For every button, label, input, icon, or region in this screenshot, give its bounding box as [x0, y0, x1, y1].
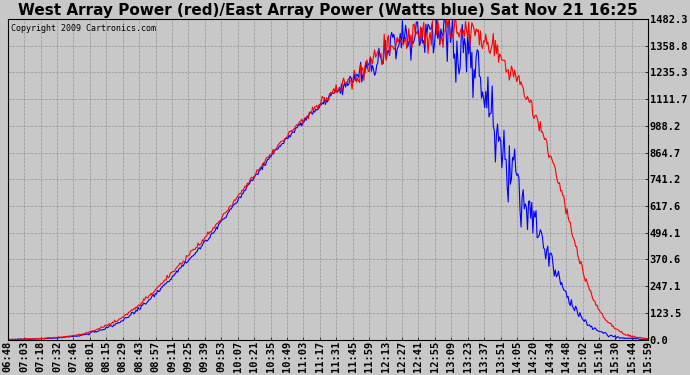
Text: Copyright 2009 Cartronics.com: Copyright 2009 Cartronics.com: [11, 24, 156, 33]
Title: West Array Power (red)/East Array Power (Watts blue) Sat Nov 21 16:25: West Array Power (red)/East Array Power …: [18, 3, 638, 18]
